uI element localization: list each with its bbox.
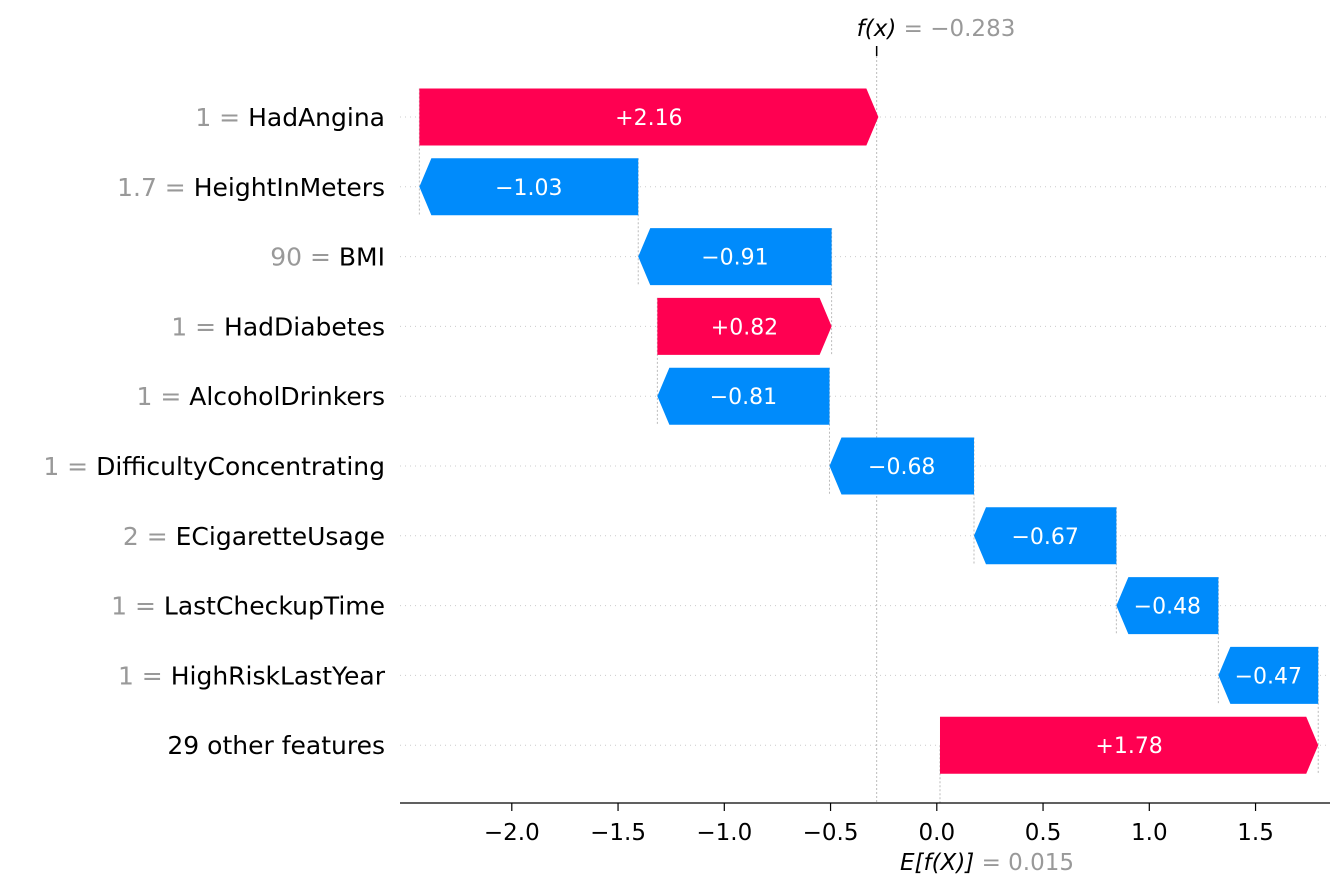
bar-value-label: −0.68 <box>868 455 935 480</box>
feature-value-text: 1 = <box>195 103 248 132</box>
output-value-annotation: f(x) = −0.283 <box>857 16 1016 42</box>
base-value-annotation: E[f(X)] = 0.015 <box>900 850 1074 876</box>
base-func-text: E[f(X)] <box>900 850 974 876</box>
x-tick-label: 1.0 <box>1131 820 1168 846</box>
bar-value-label: −0.81 <box>710 385 777 410</box>
bar-value-label: −1.03 <box>495 176 562 201</box>
x-tick-label: −1.5 <box>590 820 646 846</box>
feature-name-text: HadAngina <box>248 103 385 132</box>
bar-value-label: −0.67 <box>1011 525 1078 550</box>
bar-haddiabetes <box>657 297 832 355</box>
feature-label: 1 = AlcoholDrinkers <box>136 382 385 411</box>
bar-29-other-features <box>939 716 1319 774</box>
bar-value-label: +0.82 <box>711 315 778 340</box>
feature-name-text: DifficultyConcentrating <box>96 452 385 481</box>
feature-value-text: 1 = <box>43 452 96 481</box>
feature-value-text: 1.7 = <box>117 173 194 202</box>
feature-value-text: 1 = <box>111 592 164 621</box>
feature-value-text: 1 = <box>118 661 171 690</box>
feature-label: 1.7 = HeightInMeters <box>117 173 385 202</box>
feature-label: 1 = DifficultyConcentrating <box>43 452 385 481</box>
bar-ecigaretteusage <box>973 507 1117 565</box>
output-value-text: −0.283 <box>930 16 1015 42</box>
feature-name-text: ECigaretteUsage <box>176 522 385 551</box>
feature-name-text: HadDiabetes <box>224 312 385 341</box>
bar-heightinmeters <box>419 158 639 216</box>
bar-value-label: −0.48 <box>1134 595 1201 620</box>
x-tick-label: −2.0 <box>484 820 540 846</box>
feature-label: 90 = BMI <box>270 243 385 272</box>
feature-label: 29 other features <box>167 731 385 760</box>
bar-alcoholdrinkers <box>657 367 830 425</box>
bar-hadangina <box>419 88 879 146</box>
x-tick-label: −1.0 <box>696 820 752 846</box>
bar-value-label: +1.78 <box>1095 734 1162 759</box>
bar-lastcheckuptime <box>1116 577 1219 635</box>
base-eq-text: = <box>974 850 1008 876</box>
feature-name-text: AlcoholDrinkers <box>189 382 385 411</box>
feature-name-text: HighRiskLastYear <box>171 661 386 690</box>
x-tick-label: 1.5 <box>1237 820 1274 846</box>
feature-name-text: LastCheckupTime <box>164 592 385 621</box>
feature-name-text: HeightInMeters <box>194 173 385 202</box>
x-tick-label: 0.5 <box>1025 820 1062 846</box>
feature-label: 2 = ECigaretteUsage <box>123 522 385 551</box>
base-value-text: 0.015 <box>1008 850 1074 876</box>
x-tick-label: −0.5 <box>803 820 859 846</box>
bar-highrisklastyear <box>1218 646 1319 704</box>
bar-value-label: +2.16 <box>615 106 682 131</box>
feature-label: 1 = HighRiskLastYear <box>118 661 386 690</box>
output-func-text: f(x) <box>857 16 897 42</box>
feature-name-text: BMI <box>339 243 385 272</box>
feature-name-text: 29 other features <box>167 731 385 760</box>
bar-value-label: −0.91 <box>701 246 768 271</box>
feature-value-text: 2 = <box>123 522 176 551</box>
feature-value-text: 1 = <box>136 382 189 411</box>
x-tick-label: 0.0 <box>919 820 956 846</box>
feature-label: 1 = LastCheckupTime <box>111 592 385 621</box>
feature-value-text: 90 = <box>270 243 339 272</box>
bar-value-label: −0.47 <box>1235 664 1302 689</box>
output-eq-text: = <box>896 16 930 42</box>
feature-label: 1 = HadAngina <box>195 103 385 132</box>
bar-bmi <box>638 228 832 286</box>
feature-label: 1 = HadDiabetes <box>171 312 385 341</box>
bar-difficultyconcentrating <box>829 437 974 495</box>
feature-value-text: 1 = <box>171 312 224 341</box>
